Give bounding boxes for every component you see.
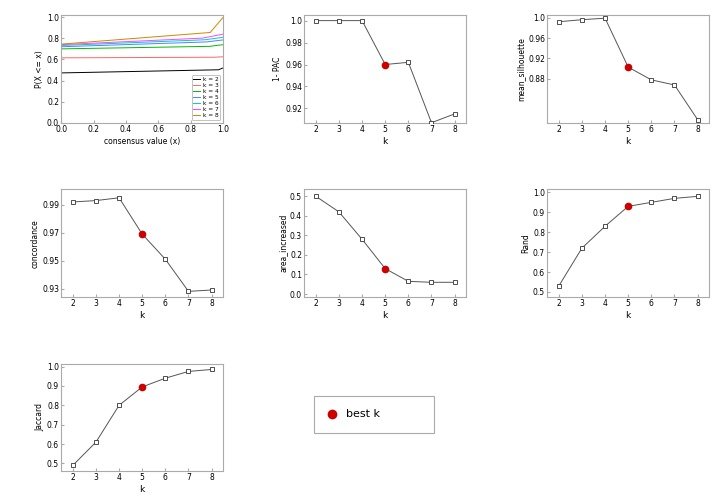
Y-axis label: Rand: Rand [521,233,530,253]
X-axis label: k: k [382,137,388,146]
Y-axis label: mean_silhouette: mean_silhouette [516,37,526,101]
Legend: k = 2, k = 3, k = 4, k = 5, k = 6, k = 7, k = 8: k = 2, k = 3, k = 4, k = 5, k = 6, k = 7… [192,76,220,120]
FancyBboxPatch shape [314,396,433,432]
Y-axis label: area_increased: area_increased [278,214,287,272]
X-axis label: k: k [140,485,145,494]
X-axis label: k: k [626,137,631,146]
X-axis label: consensus value (x): consensus value (x) [104,137,180,146]
X-axis label: k: k [626,311,631,320]
Y-axis label: P(X <= x): P(X <= x) [35,50,44,88]
Text: best k: best k [346,409,380,419]
X-axis label: k: k [382,311,388,320]
X-axis label: k: k [140,311,145,320]
Y-axis label: Jaccard: Jaccard [35,404,44,431]
Y-axis label: 1- PAC: 1- PAC [274,57,282,81]
Y-axis label: concordance: concordance [30,219,40,268]
